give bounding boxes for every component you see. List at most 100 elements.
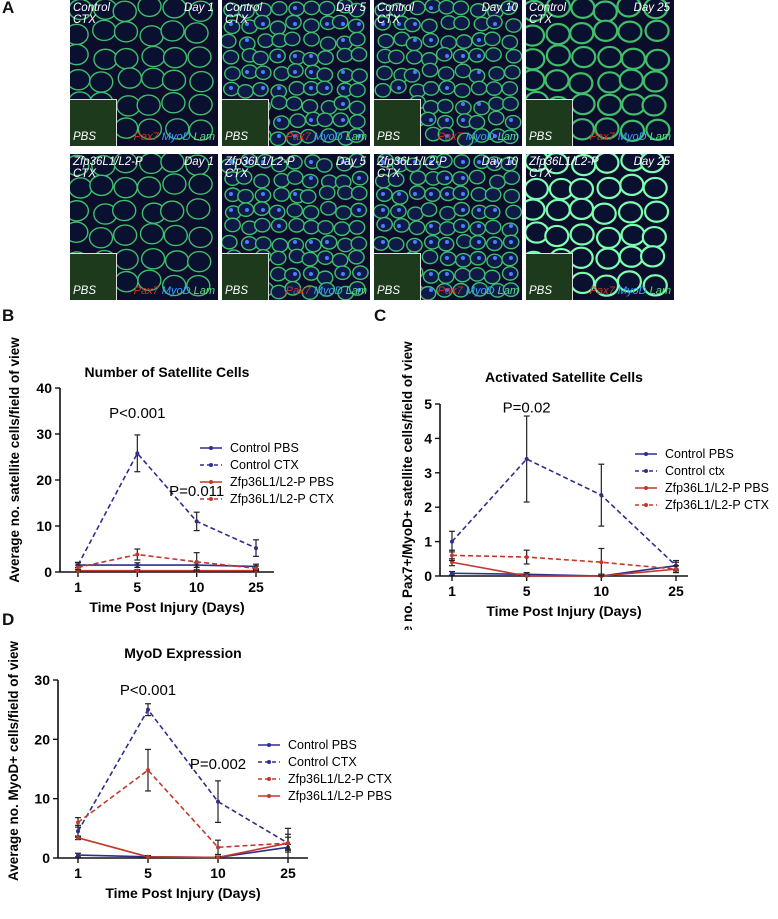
stain-lam: Lam [193, 285, 215, 297]
legend-label: Zfp36L1/L2-P PBS [665, 481, 769, 495]
micrograph: Zfp36L1/L2-P CTX Day 25 PBS Pax7 MyoD Lam [526, 154, 674, 300]
legend-marker [267, 743, 271, 747]
stain-legend: Pax7 MyoD Lam [286, 285, 367, 297]
data-point [524, 574, 529, 578]
micrograph-pbs-label: PBS [225, 285, 249, 297]
x-axis-label: Time Post Injury (Days) [486, 603, 641, 619]
chart-title: MyoD Expression [124, 645, 241, 661]
muscle-fibre-pattern [222, 0, 368, 146]
stain-lam: Lam [649, 131, 671, 143]
stain-pax7: Pax7 [589, 285, 615, 297]
stain-legend: Pax7 MyoD Lam [590, 285, 671, 297]
micrograph-condition: Zfp36L1/L2-P CTX [73, 156, 143, 180]
p-value-annotation: P<0.001 [109, 405, 165, 422]
legend-marker [644, 503, 648, 507]
y-tick-label: 5 [424, 396, 432, 412]
x-tick-label: 1 [448, 583, 456, 599]
x-tick-label: 1 [74, 865, 82, 881]
micrograph-treatment: CTX [377, 14, 400, 26]
micrograph-condition: Zfp36L1/L2-P CTX [529, 156, 599, 180]
stain-legend: Pax7 MyoD Lam [134, 285, 215, 297]
data-point [254, 546, 258, 551]
legend-marker [267, 777, 271, 781]
y-axis-label: Average no. satellite cells/field of vie… [7, 337, 22, 583]
micrograph-pbs-label: PBS [529, 285, 553, 297]
pbs-inset [374, 253, 421, 300]
micrograph-treatment: CTX [529, 168, 552, 180]
data-point [216, 855, 220, 860]
stain-legend: Pax7 MyoD Lam [590, 131, 671, 143]
legend-label: Zfp36L1/L2-P CTX [665, 498, 770, 512]
pbs-inset [374, 99, 421, 146]
micrograph-group: Zfp36L1/L2-P [529, 156, 599, 168]
stain-legend: Pax7 MyoD Lam [438, 285, 519, 297]
legend-marker [267, 760, 271, 764]
micrograph-condition: Control CTX [225, 2, 262, 26]
pbs-inset [70, 99, 117, 146]
y-tick-label: 4 [424, 430, 432, 446]
series-line [78, 564, 257, 568]
micrograph-day: Day 1 [183, 2, 214, 14]
series-line [451, 458, 677, 567]
panel-label-d: D [2, 610, 15, 629]
y-axis-label: Average no. Pax7+/MyoD+ satellite cells/… [400, 341, 415, 630]
data-point [450, 560, 454, 565]
micrograph-group: Zfp36L1/L2-P [377, 156, 447, 168]
p-value-annotation: P<0.001 [120, 682, 176, 699]
y-tick-label: 0 [44, 564, 52, 580]
stain-lam: Lam [497, 131, 519, 143]
y-tick-label: 10 [36, 518, 52, 534]
micrograph-treatment: CTX [73, 14, 96, 26]
micrograph-condition: Zfp36L1/L2-P CTX [377, 156, 447, 180]
micrograph: Control CTX Day 25 PBS Pax7 MyoD Lam [526, 0, 674, 146]
x-tick-label: 5 [133, 579, 141, 595]
stain-myod: MyoD [617, 285, 647, 297]
x-tick-label: 10 [189, 579, 205, 595]
series-line [77, 837, 289, 859]
micrograph-pbs-label: PBS [529, 131, 553, 143]
micrograph: Control CTX Day 1 PBS Pax7 MyoD Lam [70, 0, 218, 146]
data-point [135, 568, 140, 573]
data-point [450, 539, 454, 544]
x-axis-label: Time Post Injury (Days) [89, 599, 244, 615]
legend-label: Control PBS [665, 447, 734, 461]
data-point [450, 571, 454, 576]
chart-activated-satellite-cells: Activated Satellite Cells Average no. Pax… [400, 341, 770, 630]
micrograph-group: Zfp36L1/L2-P [225, 156, 295, 168]
muscle-fibre-pattern [526, 0, 671, 143]
data-point [194, 519, 199, 524]
series-line [451, 564, 677, 577]
stain-legend: Pax7 MyoD Lam [438, 131, 519, 143]
stain-myod: MyoD [313, 131, 343, 143]
data-point [76, 835, 80, 840]
legend-marker [209, 463, 213, 467]
data-point [135, 552, 140, 557]
micrograph-treatment: CTX [73, 168, 96, 180]
stain-myod: MyoD [465, 285, 495, 297]
legend-label: Zfp36L1/L2-P CTX [230, 492, 335, 506]
legend-marker [209, 497, 213, 501]
stain-pax7: Pax7 [285, 131, 311, 143]
micrograph-day: Day 5 [335, 2, 366, 14]
p-value-annotation: P=0.011 [169, 483, 224, 500]
micrograph-group: Control [377, 2, 415, 14]
micrograph: Zfp36L1/L2-P CTX Day 1 PBS Pax7 MyoD Lam [70, 154, 218, 300]
x-tick-label: 1 [74, 579, 82, 595]
pbs-inset [526, 99, 573, 146]
micrograph-treatment: CTX [377, 168, 400, 180]
series-line [451, 554, 677, 570]
stain-lam: Lam [649, 285, 671, 297]
data-point [599, 493, 604, 498]
data-point [216, 799, 220, 804]
micrograph-day: Day 25 [633, 156, 670, 168]
legend-label: Zfp36L1/L2-P CTX [288, 772, 393, 786]
stain-pax7: Pax7 [437, 131, 463, 143]
series-line [77, 553, 257, 570]
data-point [76, 853, 80, 858]
p-value-annotation: P=0.02 [503, 400, 551, 417]
micrograph-pbs-label: PBS [73, 131, 97, 143]
micrograph: Control CTX Day 10 PBS Pax7 MyoD Lam [374, 0, 522, 146]
y-axis-label: Average no. MyoD+ cells/field of view [6, 641, 21, 881]
stain-pax7: Pax7 [437, 285, 463, 297]
stain-pax7: Pax7 [133, 131, 159, 143]
